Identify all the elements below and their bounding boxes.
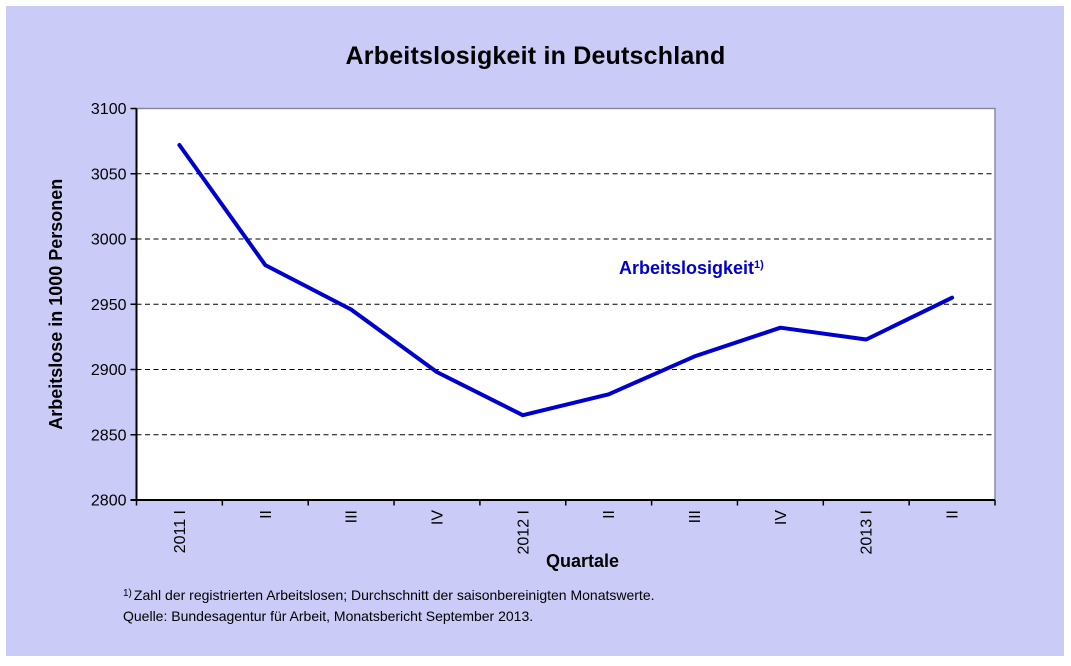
x-tick-label: II	[945, 510, 962, 519]
footnotes: 1) Zahl der registrierten Arbeitslosen; D…	[123, 583, 655, 627]
x-tick-label: II	[258, 510, 275, 519]
y-tick-label: 2900	[91, 362, 127, 379]
footnote-definition: 1) Zahl der registrierten Arbeitslosen; D…	[123, 583, 655, 606]
footnote-text: Zahl der registrierten Arbeitslosen; Dur…	[133, 587, 655, 603]
x-tick-label: IV	[429, 510, 446, 525]
unemployment-line	[177, 143, 955, 418]
footnote-source: Quelle: Bundesagentur für Arbeit, Monats…	[123, 608, 534, 624]
x-tick-label: III	[344, 510, 361, 523]
series-annotation: Arbeitslosigkeit1)	[619, 258, 764, 279]
y-tick-label: 2800	[91, 493, 127, 510]
y-axis-title: Arbeitslose in 1000 Personen	[46, 179, 66, 430]
x-axis-title: Quartale	[546, 551, 620, 571]
chart-title: Arbeitslosigkeit in Deutschland	[345, 42, 726, 70]
series-annotation-footnote-marker: 1)	[754, 259, 764, 271]
x-tick-label: 2011 I	[172, 510, 189, 553]
series-annotation-label: Arbeitslosigkeit	[619, 258, 755, 278]
y-tick-label: 3000	[91, 232, 127, 249]
x-tick-label: IV	[773, 510, 790, 525]
y-tick-label: 2850	[91, 427, 127, 444]
y-tick-label: 2950	[91, 297, 127, 314]
y-tick-label: 3050	[91, 166, 127, 183]
y-tick-label: 3100	[91, 101, 127, 118]
x-tick-label: III	[687, 510, 704, 523]
x-tick-label: II	[601, 510, 618, 519]
x-tick-label: 2012 I	[515, 510, 532, 554]
footnote-marker: 1)	[123, 588, 132, 599]
x-tick-label: 2013 I	[859, 510, 876, 554]
